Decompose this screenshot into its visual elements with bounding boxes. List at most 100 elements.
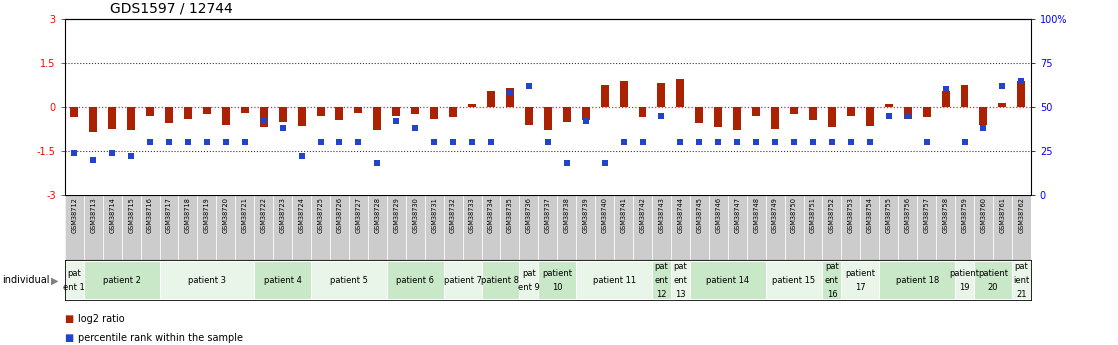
Text: 13: 13 [675, 290, 685, 299]
Point [899, 113, 917, 119]
Bar [411, 107, 419, 114]
Bar [823, 195, 842, 260]
Bar [633, 195, 652, 260]
Bar [354, 107, 362, 113]
Bar [861, 195, 879, 260]
Point [672, 139, 690, 145]
Text: GSM38734: GSM38734 [487, 197, 494, 233]
Text: GSM38724: GSM38724 [299, 197, 304, 233]
Point [406, 125, 424, 131]
Text: GSM38758: GSM38758 [942, 197, 948, 233]
Text: GSM38714: GSM38714 [110, 197, 115, 233]
Bar [974, 195, 993, 260]
Text: GSM38743: GSM38743 [659, 197, 664, 233]
Text: patient 15: patient 15 [773, 276, 816, 285]
Text: patient 8: patient 8 [482, 276, 520, 285]
Bar [733, 107, 741, 130]
Bar [993, 195, 1012, 260]
Bar [127, 107, 135, 130]
Point [691, 139, 709, 145]
Text: GSM38726: GSM38726 [337, 197, 342, 233]
Text: pat: pat [1014, 262, 1029, 270]
Text: ent 1: ent 1 [64, 283, 85, 292]
Point [217, 139, 235, 145]
Bar [771, 107, 779, 129]
Bar [752, 107, 760, 116]
Bar [979, 107, 987, 125]
Point [331, 139, 349, 145]
Bar [122, 195, 141, 260]
Bar [595, 195, 614, 260]
Bar [165, 107, 173, 123]
Bar [842, 195, 861, 260]
Text: pat: pat [825, 262, 838, 270]
Bar [543, 107, 552, 130]
Text: 19: 19 [959, 283, 969, 292]
Bar [373, 107, 381, 130]
Point [823, 139, 841, 145]
Text: GSM38715: GSM38715 [129, 197, 134, 233]
Bar [387, 195, 406, 260]
Text: GSM38761: GSM38761 [999, 197, 1005, 233]
Point [520, 83, 538, 89]
Text: GSM38718: GSM38718 [184, 197, 191, 233]
Point [880, 113, 898, 119]
Bar [198, 195, 217, 260]
Bar [387, 261, 444, 299]
Bar [278, 107, 286, 121]
Text: GSM38746: GSM38746 [716, 197, 721, 233]
Text: 16: 16 [826, 290, 837, 299]
Point [956, 139, 974, 145]
Text: GSM38716: GSM38716 [148, 197, 153, 233]
Text: ■: ■ [65, 333, 77, 343]
Text: pat: pat [673, 262, 688, 270]
Text: GSM38760: GSM38760 [980, 197, 986, 233]
Text: log2 ratio: log2 ratio [78, 314, 125, 324]
Point [918, 139, 936, 145]
Point [728, 139, 746, 145]
Bar [146, 107, 154, 116]
Bar [714, 107, 722, 127]
Bar [392, 107, 400, 116]
Bar [557, 195, 576, 260]
Text: patient 2: patient 2 [103, 276, 141, 285]
Text: GSM38731: GSM38731 [432, 197, 437, 233]
Text: GSM38750: GSM38750 [792, 197, 797, 233]
Bar [179, 195, 198, 260]
Point [1013, 78, 1031, 83]
Point [255, 118, 273, 124]
Point [558, 160, 576, 166]
Text: patient: patient [978, 269, 1008, 278]
Bar [65, 261, 84, 299]
Text: GSM38759: GSM38759 [961, 197, 967, 233]
Text: patient 4: patient 4 [264, 276, 302, 285]
Bar [184, 107, 192, 119]
Text: 21: 21 [1016, 290, 1026, 299]
Bar [463, 195, 482, 260]
Text: pat: pat [654, 262, 669, 270]
Bar [292, 195, 311, 260]
Text: patient 6: patient 6 [396, 276, 434, 285]
Text: ▶: ▶ [51, 275, 59, 285]
Bar [936, 195, 955, 260]
Bar [520, 195, 539, 260]
Text: patient: patient [949, 269, 979, 278]
Bar [671, 261, 690, 299]
Bar [804, 195, 823, 260]
Bar [676, 79, 684, 107]
Text: percentile rank within the sample: percentile rank within the sample [78, 333, 244, 343]
Point [804, 139, 822, 145]
Point [425, 139, 443, 145]
Text: GSM38730: GSM38730 [413, 197, 418, 233]
Bar [998, 102, 1006, 107]
Bar [482, 195, 501, 260]
Bar [311, 261, 387, 299]
Text: GSM38722: GSM38722 [260, 197, 267, 233]
Text: ent 9: ent 9 [518, 283, 540, 292]
Bar [487, 91, 495, 107]
Bar [65, 195, 84, 260]
Text: GSM38756: GSM38756 [904, 197, 911, 233]
Bar [614, 195, 633, 260]
Point [274, 125, 292, 131]
Text: patient 11: patient 11 [593, 276, 636, 285]
